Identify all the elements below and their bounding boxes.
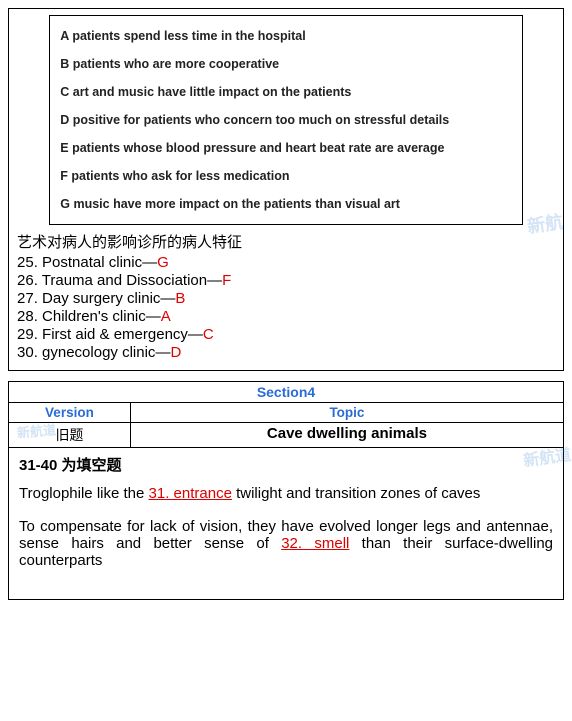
q-num: 26	[17, 272, 34, 289]
q-ans: B	[175, 290, 185, 307]
question-29: 29. First aid & emergency—C	[17, 326, 555, 343]
question-28: 28. Children's clinic—A	[17, 308, 555, 325]
topic-label: Topic	[131, 403, 563, 422]
version-text: 旧题	[55, 427, 83, 443]
version-label: Version	[9, 403, 131, 422]
para-1: Troglophile like the 31. entrance twilig…	[19, 485, 553, 502]
option-b: B patients who are more cooperative	[60, 50, 511, 78]
option-c: C art and music have little impact on th…	[60, 78, 511, 106]
option-f: F patients who ask for less medication	[60, 162, 511, 190]
q-num: 25	[17, 254, 34, 271]
q-num: 28	[17, 308, 34, 325]
section4-header: Version Topic	[9, 403, 563, 423]
q-text: gynecology clinic	[42, 344, 155, 361]
section4-body: 新航道 31-40 为填空题 Troglophile like the 31. …	[9, 448, 563, 599]
question-26: 26. Trauma and Dissociation—F	[17, 272, 555, 289]
q-text: Trauma and Dissociation	[42, 272, 207, 289]
body-label: 31-40 为填空题	[19, 454, 553, 475]
fill-31: 31. entrance	[149, 485, 232, 502]
q-text: Postnatal clinic	[42, 254, 142, 271]
p1a: Troglophile like the	[19, 485, 149, 502]
version-value: 旧题 新航道	[9, 423, 131, 447]
q-num: 27	[17, 290, 34, 307]
section4-title: Section4	[9, 382, 563, 403]
q-num: 29	[17, 326, 34, 343]
q-num: 30	[17, 344, 34, 361]
q-text: Children's clinic	[42, 308, 146, 325]
question-30: 30. gynecology clinic—D	[17, 344, 555, 361]
q-text: First aid & emergency	[42, 326, 188, 343]
heading-cn: 艺术对病人的影响诊所的病人特征	[17, 231, 555, 252]
matching-section: 新航道 A patients spend less time in the ho…	[8, 8, 564, 371]
option-g: G music have more impact on the patients…	[60, 190, 511, 218]
section4-values: 旧题 新航道 Cave dwelling animals	[9, 423, 563, 448]
watermark: 新航道	[16, 419, 57, 441]
question-27: 27. Day surgery clinic—B	[17, 290, 555, 307]
fill-32: 32. smell	[281, 535, 349, 552]
p1b: twilight and transition zones of caves	[232, 485, 480, 502]
q-text: Day surgery clinic	[42, 290, 160, 307]
question-25: 25. Postnatal clinic—G	[17, 254, 555, 271]
section4: Section4 Version Topic 旧题 新航道 Cave dwell…	[8, 381, 564, 600]
para-2: To compensate for lack of vision, they h…	[19, 518, 553, 569]
option-d: D positive for patients who concern too …	[60, 106, 511, 134]
q-ans: C	[203, 326, 214, 343]
q-ans: F	[222, 272, 231, 289]
options-box: A patients spend less time in the hospit…	[49, 15, 522, 225]
option-e: E patients whose blood pressure and hear…	[60, 134, 511, 162]
q-ans: D	[170, 344, 181, 361]
topic-value: Cave dwelling animals	[131, 423, 563, 447]
option-a: A patients spend less time in the hospit…	[60, 22, 511, 50]
q-ans: A	[161, 308, 171, 325]
q-ans: G	[157, 254, 169, 271]
